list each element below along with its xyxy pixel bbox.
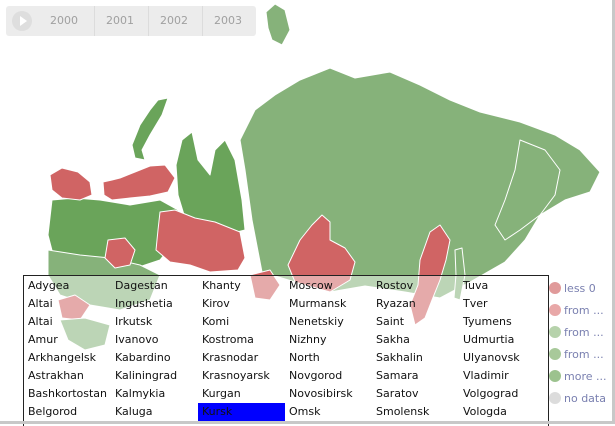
- timeline-tick[interactable]: 2000: [50, 14, 78, 27]
- region-south[interactable]: [57, 294, 91, 321]
- region-list-item[interactable]: Samara: [376, 369, 419, 382]
- region-list-item[interactable]: Ivanovo: [115, 333, 159, 346]
- legend-swatch-icon: [549, 392, 561, 404]
- region-kamchatka[interactable]: [494, 139, 561, 241]
- region-list-item[interactable]: Sakha: [376, 333, 410, 346]
- timeline-divider: [202, 6, 203, 36]
- timeline-tick[interactable]: 2003: [214, 14, 242, 27]
- legend-swatch-icon: [549, 326, 561, 338]
- region-list-item[interactable]: Komi: [202, 315, 230, 328]
- legend-label: from ...: [564, 325, 604, 339]
- region-list-item[interactable]: Ryazan: [376, 297, 416, 310]
- region-kola[interactable]: [49, 167, 93, 201]
- legend-label: more ...: [564, 369, 607, 383]
- region-list-item[interactable]: Krasnoyarsk: [202, 369, 270, 382]
- region-list-item[interactable]: Astrakhan: [28, 369, 84, 382]
- legend-swatch-icon: [549, 282, 561, 294]
- region-list-item[interactable]: Tyumens: [463, 315, 512, 328]
- timeline-divider: [94, 6, 95, 36]
- region-komi[interactable]: [155, 209, 246, 273]
- region-list-item[interactable]: Novosibirsk: [289, 387, 353, 400]
- region-list-item[interactable]: Moscow: [289, 279, 333, 292]
- region-list-item[interactable]: Kostroma: [202, 333, 254, 346]
- region-list-item[interactable]: Volgograd: [463, 387, 519, 400]
- legend-label: no data: [564, 391, 606, 405]
- timeline-tick[interactable]: 2002: [160, 14, 188, 27]
- region-list-item[interactable]: Omsk: [289, 405, 321, 418]
- region-list-item[interactable]: North: [289, 351, 320, 364]
- region-list-item[interactable]: Kirov: [202, 297, 230, 310]
- region-list-item[interactable]: Ingushetia: [115, 297, 173, 310]
- region-list-item[interactable]: Vologda: [463, 405, 507, 418]
- region-arkhangelsk-coast[interactable]: [102, 164, 176, 201]
- region-list-item[interactable]: Saratov: [376, 387, 419, 400]
- region-list-item[interactable]: Nizhny: [289, 333, 327, 346]
- region-list-item[interactable]: Arkhangelsk: [28, 351, 97, 364]
- region-list-item[interactable]: Adygea: [28, 279, 70, 292]
- legend-item[interactable]: from ...: [549, 299, 612, 321]
- region-list-item[interactable]: Nenetskiy: [289, 315, 344, 328]
- region-list-item[interactable]: Irkutsk: [115, 315, 153, 328]
- region-novaya-zemlya[interactable]: [131, 97, 169, 161]
- legend-label: from ...: [564, 303, 604, 317]
- play-icon[interactable]: [12, 11, 32, 31]
- legend-label: from ...: [564, 347, 604, 361]
- legend-item[interactable]: more ...: [549, 365, 612, 387]
- region-list-item[interactable]: Bashkortostan: [28, 387, 108, 400]
- legend-swatch-icon: [549, 304, 561, 316]
- region-list-item[interactable]: Belgorod: [28, 405, 78, 418]
- region-amur[interactable]: [249, 269, 281, 301]
- year-timeline-slider[interactable]: 2000 2001 2002 2003: [6, 6, 256, 36]
- region-list-item[interactable]: Udmurtia: [463, 333, 515, 346]
- region-list-item[interactable]: Vladimir: [463, 369, 509, 382]
- map-legend: less 0 from ... from ... from ... more .…: [549, 277, 612, 417]
- legend-item[interactable]: from ...: [549, 343, 612, 365]
- region-list-item[interactable]: Tver: [463, 297, 488, 310]
- region-krasnoyarsk-south[interactable]: [287, 214, 356, 293]
- legend-swatch-icon: [549, 370, 561, 382]
- legend-swatch-icon: [549, 348, 561, 360]
- region-list-item[interactable]: Amur: [28, 333, 58, 346]
- region-list-item[interactable]: Kaliningrad: [115, 369, 178, 382]
- region-yamal[interactable]: [175, 131, 246, 236]
- legend-label: less 0: [564, 281, 596, 295]
- region-list: Adygea Altai Altai Amur Arkhangelsk Astrakhan…: [23, 275, 549, 426]
- region-list-item[interactable]: Kaluga: [115, 405, 153, 418]
- region-list-item[interactable]: Kalmykia: [115, 387, 166, 400]
- region-list-item[interactable]: Sakhalin: [376, 351, 423, 364]
- region-list-item[interactable]: Smolensk: [376, 405, 430, 418]
- legend-item[interactable]: no data: [549, 387, 612, 409]
- region-list-item[interactable]: Altai: [28, 297, 53, 310]
- region-severnaya-zemlya[interactable]: [265, 3, 291, 46]
- region-list-item[interactable]: Murmansk: [289, 297, 347, 310]
- region-south-green[interactable]: [59, 317, 111, 351]
- region-list-item[interactable]: Kurgan: [202, 387, 241, 400]
- timeline-tick[interactable]: 2001: [106, 14, 134, 27]
- region-list-item[interactable]: Kursk: [198, 403, 285, 421]
- region-central[interactable]: [47, 249, 161, 311]
- region-list-item[interactable]: Saint: [376, 315, 405, 328]
- region-list-item[interactable]: Kabardino: [115, 351, 171, 364]
- region-list-item[interactable]: Khanty: [202, 279, 241, 292]
- region-list-item[interactable]: Ulyanovsk: [463, 351, 520, 364]
- region-list-item[interactable]: Rostov: [376, 279, 414, 292]
- timeline-divider: [148, 6, 149, 36]
- region-list-item[interactable]: Tuva: [463, 279, 489, 292]
- legend-item[interactable]: from ...: [549, 321, 612, 343]
- legend-item[interactable]: less 0: [549, 277, 612, 299]
- region-list-item[interactable]: Dagestan: [115, 279, 168, 292]
- region-volga[interactable]: [104, 237, 136, 269]
- region-list-item[interactable]: Novgorod: [289, 369, 343, 382]
- region-list-item[interactable]: Krasnodar: [202, 351, 259, 364]
- region-list-item[interactable]: Altai: [28, 315, 53, 328]
